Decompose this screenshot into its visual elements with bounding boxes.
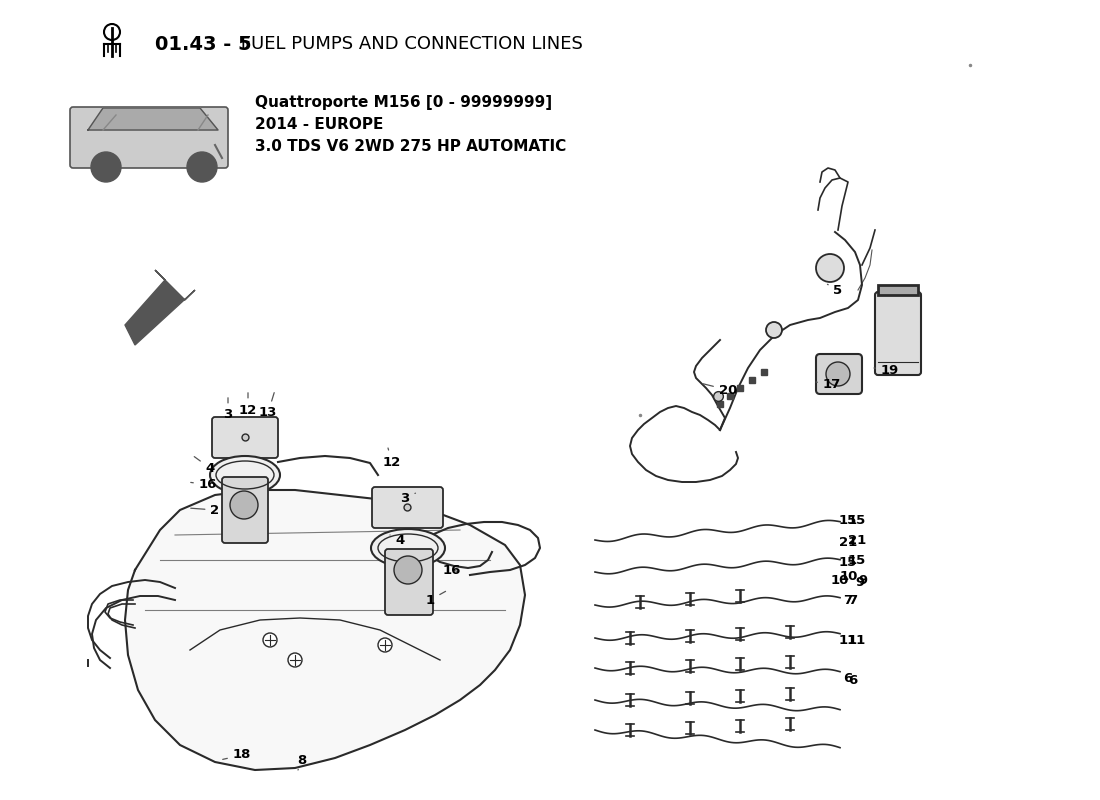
Circle shape: [263, 633, 277, 647]
FancyBboxPatch shape: [70, 107, 228, 168]
Text: 11: 11: [839, 634, 857, 646]
Polygon shape: [125, 270, 195, 345]
Text: 21: 21: [839, 535, 857, 549]
Text: 3.0 TDS V6 2WD 275 HP AUTOMATIC: 3.0 TDS V6 2WD 275 HP AUTOMATIC: [255, 139, 566, 154]
FancyBboxPatch shape: [372, 487, 443, 528]
Text: 16: 16: [443, 563, 461, 577]
Text: 10: 10: [830, 574, 849, 586]
Text: 5: 5: [827, 283, 843, 297]
FancyBboxPatch shape: [222, 477, 268, 543]
Text: 4: 4: [195, 457, 214, 474]
Circle shape: [826, 362, 850, 386]
Text: 7: 7: [844, 594, 852, 606]
Text: 7: 7: [848, 594, 857, 606]
Circle shape: [394, 556, 422, 584]
Bar: [878, 285, 918, 295]
Text: 21: 21: [848, 534, 867, 546]
Text: 10: 10: [840, 570, 858, 582]
Text: 9: 9: [858, 574, 867, 586]
Text: 12: 12: [383, 448, 402, 469]
Text: 8: 8: [297, 754, 307, 770]
Text: 17: 17: [816, 378, 842, 391]
Text: 01.43 - 5: 01.43 - 5: [155, 34, 252, 54]
Text: 6: 6: [844, 671, 852, 685]
Text: 4: 4: [390, 534, 405, 546]
Circle shape: [766, 322, 782, 338]
Text: 18: 18: [222, 749, 251, 762]
Circle shape: [187, 152, 217, 182]
Text: 3: 3: [400, 491, 416, 505]
Text: 11: 11: [848, 634, 867, 646]
FancyBboxPatch shape: [874, 292, 921, 375]
Circle shape: [230, 491, 258, 519]
Polygon shape: [125, 490, 525, 770]
Text: Quattroporte M156 [0 - 99999999]: Quattroporte M156 [0 - 99999999]: [255, 95, 552, 110]
Polygon shape: [88, 108, 218, 130]
Text: 6: 6: [848, 674, 857, 686]
Circle shape: [378, 638, 392, 652]
Circle shape: [288, 653, 302, 667]
FancyBboxPatch shape: [212, 417, 278, 458]
Ellipse shape: [371, 529, 446, 567]
Text: 2014 - EUROPE: 2014 - EUROPE: [255, 117, 384, 132]
Text: 15: 15: [848, 554, 867, 566]
Text: 20: 20: [703, 383, 737, 397]
Circle shape: [91, 152, 121, 182]
Text: 3: 3: [223, 398, 232, 422]
Text: 1: 1: [426, 591, 446, 606]
FancyBboxPatch shape: [385, 549, 433, 615]
Text: 13: 13: [258, 393, 277, 419]
Text: 15: 15: [839, 514, 857, 527]
Text: 19: 19: [874, 363, 899, 377]
Text: 15: 15: [839, 555, 857, 569]
Text: 2: 2: [190, 503, 220, 517]
Text: FUEL PUMPS AND CONNECTION LINES: FUEL PUMPS AND CONNECTION LINES: [235, 35, 583, 53]
Text: 9: 9: [856, 575, 865, 589]
FancyBboxPatch shape: [816, 354, 862, 394]
Text: 12: 12: [239, 393, 257, 417]
Text: 15: 15: [848, 514, 867, 527]
Text: 16: 16: [190, 478, 217, 491]
Circle shape: [816, 254, 844, 282]
Ellipse shape: [210, 456, 280, 494]
